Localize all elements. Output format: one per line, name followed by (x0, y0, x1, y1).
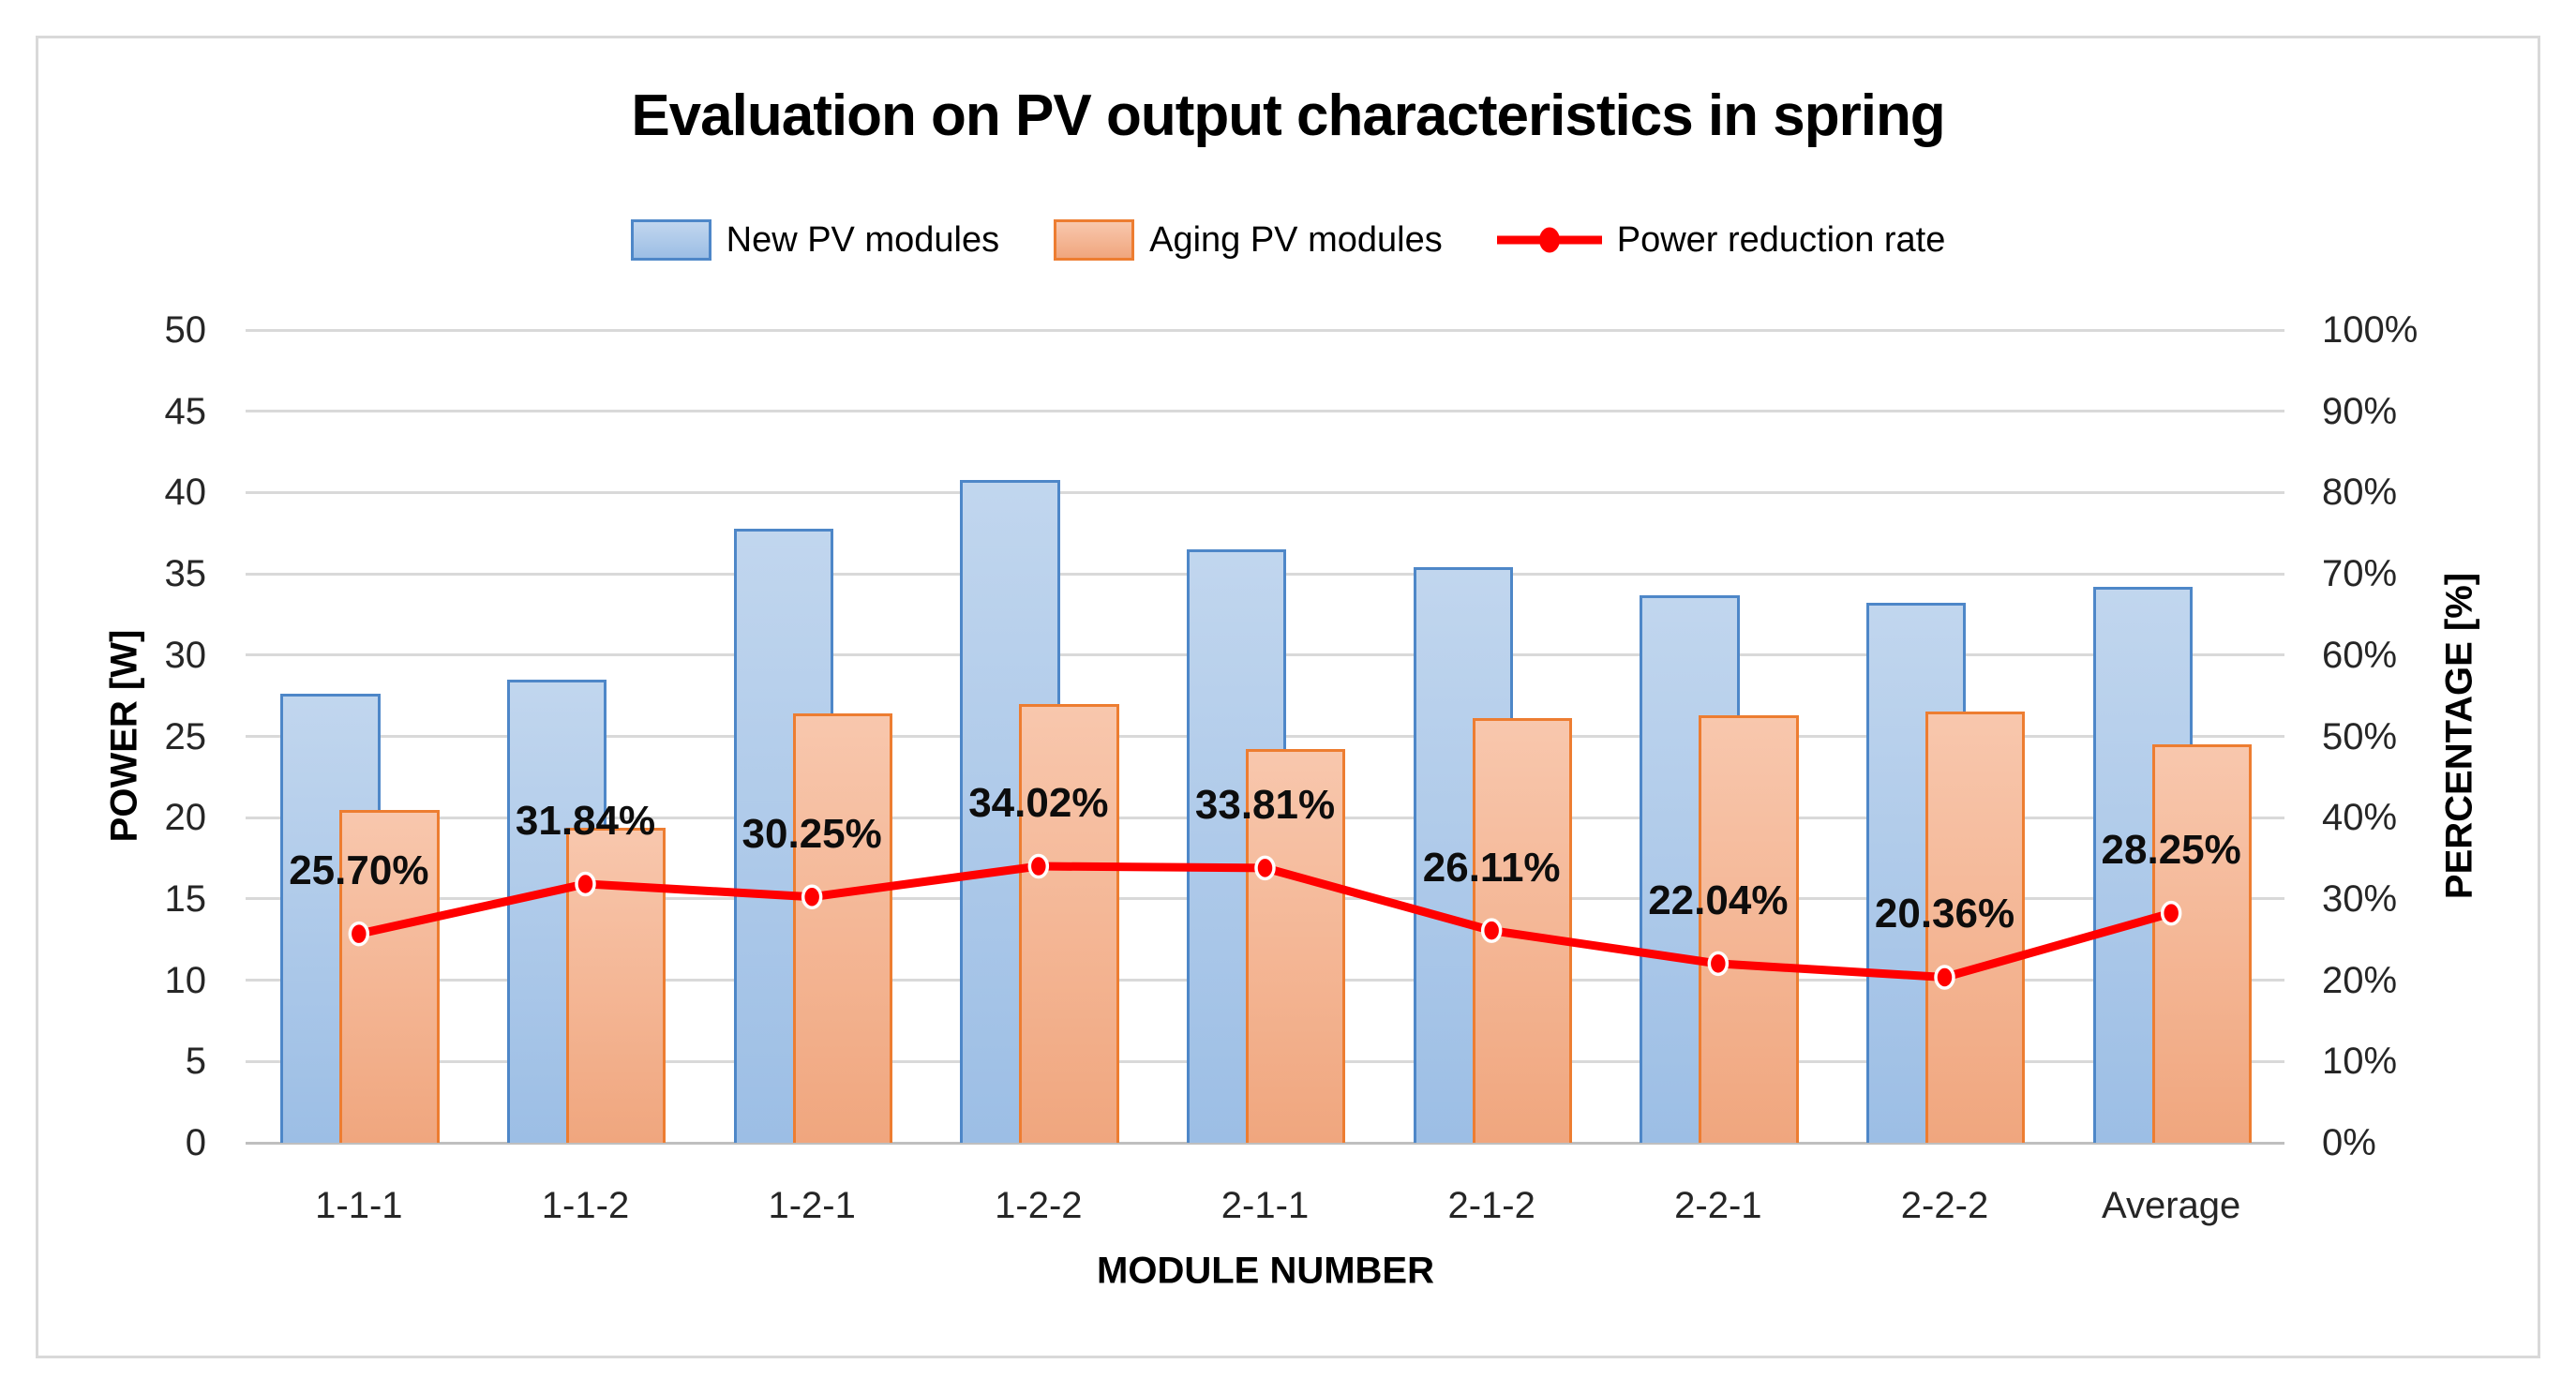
gridline (246, 490, 2284, 494)
left-axis-tick: 40 (164, 472, 207, 514)
data-label: 28.25% (2101, 827, 2241, 874)
bar-aging (2151, 744, 2252, 1143)
legend-swatch-aging-icon (1054, 219, 1135, 261)
right-axis-tick: 30% (2322, 877, 2398, 920)
left-axis-tick: 0 (185, 1122, 206, 1163)
left-axis-tick: 30 (164, 634, 207, 676)
right-axis-tick: 90% (2322, 390, 2398, 432)
right-axis-tick: 60% (2322, 634, 2398, 676)
line-marker-icon (801, 884, 823, 909)
x-axis-title: MODULE NUMBER (1097, 1250, 1434, 1292)
bar-aging (792, 713, 892, 1143)
legend-item-aging: Aging PV modules (1054, 219, 1443, 261)
left-axis-tick: 5 (185, 1041, 206, 1083)
data-label: 22.04% (1648, 877, 1789, 923)
data-label: 25.70% (289, 847, 429, 894)
right-axis-tick: 80% (2322, 472, 2398, 514)
data-label: 26.11% (1422, 844, 1561, 891)
bar-aging (1925, 712, 2026, 1143)
data-label: 31.84% (515, 797, 656, 844)
gridline (246, 410, 2284, 413)
left-axis-tick: 50 (164, 309, 207, 351)
x-axis-label: 2-1-2 (1447, 1185, 1535, 1226)
line-marker-icon (1480, 918, 1503, 943)
x-axis-line (246, 1141, 2284, 1145)
line-marker-icon (348, 921, 370, 947)
x-axis-label: 2-2-1 (1674, 1185, 1762, 1226)
power-reduction-line (348, 853, 2182, 990)
legend-line-marker-icon (1496, 219, 1602, 261)
left-axis-tick: 20 (164, 797, 207, 839)
bar-aging (1245, 749, 1346, 1143)
data-label: 20.36% (1874, 891, 2015, 937)
legend-label-rate: Power reduction rate (1616, 219, 1946, 260)
line-marker-icon (1027, 853, 1050, 879)
x-axis-label: 2-1-1 (1221, 1185, 1310, 1226)
legend-line-dot (1538, 227, 1560, 253)
left-axis-tick: 45 (164, 390, 207, 432)
x-axis-label: 1-1-1 (315, 1185, 403, 1226)
left-axis-tick: 10 (164, 959, 207, 1001)
legend-item-rate: Power reduction rate (1496, 219, 1946, 261)
right-axis-tick: 70% (2322, 553, 2398, 595)
right-axis-title: PERCENTAGE [%] (2438, 572, 2480, 900)
data-label: 33.81% (1194, 781, 1336, 828)
left-axis-tick: 25 (164, 715, 207, 757)
right-axis-tick: 0% (2322, 1122, 2376, 1163)
line-marker-icon (1934, 965, 1955, 990)
line-marker-icon (1707, 951, 1730, 977)
right-axis-tick: 50% (2322, 715, 2398, 757)
left-axis-tick: 15 (164, 877, 207, 920)
plot-area: 25.70% 31.84% 30.25% 34.02% 33.81% 26.11% 22.0… (246, 328, 2284, 1145)
bar-aging (1699, 714, 1799, 1143)
x-axis-label: 1-1-2 (541, 1185, 630, 1226)
right-axis-tick: 20% (2322, 959, 2398, 1001)
legend-item-new: New PV modules (630, 219, 1000, 261)
right-axis-tick: 40% (2322, 797, 2398, 839)
legend-swatch-new-icon (630, 219, 711, 261)
legend-label-new: New PV modules (726, 219, 1000, 260)
gridline (246, 328, 2284, 332)
data-label: 34.02% (968, 780, 1109, 827)
x-axis-label: 2-2-2 (1900, 1185, 1989, 1226)
bar-aging (1019, 703, 1119, 1143)
x-axis-label: 1-2-2 (995, 1185, 1083, 1226)
legend: New PV modules Aging PV modules Power re… (0, 210, 2576, 270)
bar-aging (339, 809, 440, 1143)
x-axis-label: Average (2102, 1185, 2241, 1226)
line-marker-icon (1254, 855, 1276, 881)
data-label: 30.25% (741, 810, 882, 857)
line-marker-icon (575, 871, 596, 897)
chart-border (36, 36, 2540, 1358)
legend-label-aging: Aging PV modules (1149, 219, 1443, 260)
x-axis-label: 1-2-1 (768, 1185, 856, 1226)
chart-title: Evaluation on PV output characteristics … (631, 83, 1945, 148)
right-axis-tick: 100% (2322, 309, 2419, 351)
line-marker-icon (2160, 900, 2182, 926)
right-axis-tick: 10% (2322, 1041, 2398, 1083)
left-axis-tick: 35 (164, 553, 207, 595)
